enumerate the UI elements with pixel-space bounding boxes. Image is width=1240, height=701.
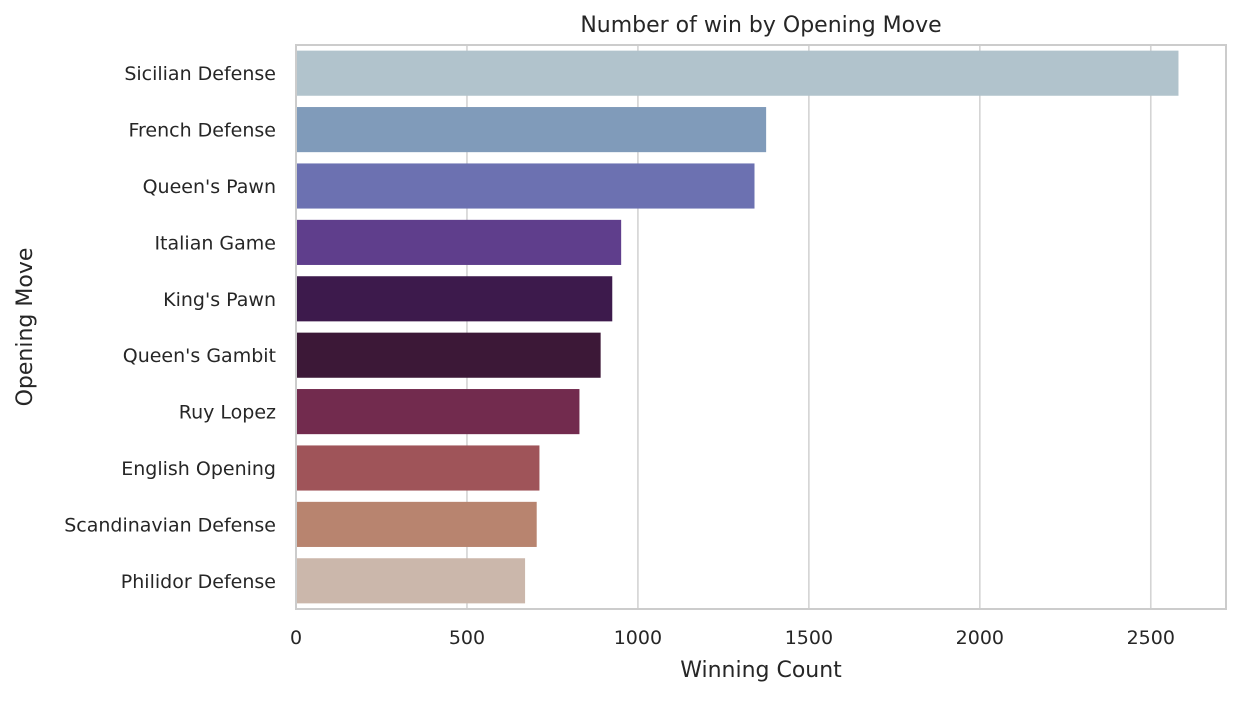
x-tick-label: 2500 (1127, 627, 1175, 649)
y-tick-label: Italian Game (154, 232, 276, 254)
y-tick-label: French Defense (128, 120, 276, 142)
x-tick-label: 2000 (956, 627, 1004, 649)
bars (296, 50, 1179, 604)
x-tick-label: 1500 (785, 627, 833, 649)
plot-frame (295, 44, 1227, 610)
bar (296, 50, 1179, 96)
y-tick-label: Philidor Defense (121, 571, 276, 593)
y-tick-label: Queen's Pawn (143, 176, 276, 198)
y-axis-ticks: Sicilian Defense French Defense Queen's Pa… (64, 63, 276, 593)
bar (296, 107, 767, 153)
bar (296, 501, 537, 547)
bar (296, 219, 622, 265)
y-tick-label: Scandinavian Defense (64, 514, 276, 536)
y-tick-label: King's Pawn (163, 289, 276, 311)
x-tick-label: 500 (449, 627, 485, 649)
bar (296, 163, 755, 209)
chart-title: Number of win by Opening Move (580, 13, 941, 38)
y-tick-label: English Opening (121, 458, 276, 480)
bar (296, 558, 526, 604)
bar (296, 389, 580, 435)
y-tick-label: Queen's Gambit (123, 345, 276, 367)
bar (296, 332, 601, 378)
y-axis-label: Opening Move (13, 248, 38, 407)
y-tick-label: Ruy Lopez (179, 402, 276, 424)
bar (296, 445, 540, 491)
x-axis-label: Winning Count (680, 658, 842, 683)
bar (296, 276, 613, 322)
x-axis-ticks: 0 500 1000 1500 2000 2500 (290, 627, 1175, 649)
y-tick-label: Sicilian Defense (124, 63, 276, 85)
x-tick-label: 0 (290, 627, 302, 649)
x-tick-label: 1000 (614, 627, 662, 649)
